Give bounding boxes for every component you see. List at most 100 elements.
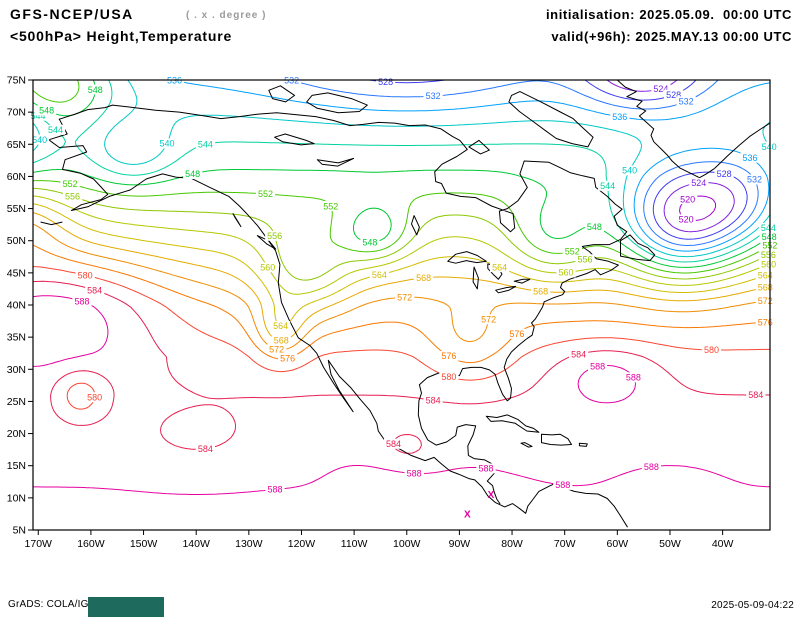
coastline-path <box>616 79 771 179</box>
contour-label: 584 <box>198 444 213 454</box>
y-axis-tick-label: 35N <box>7 332 26 344</box>
contour-label-mask <box>676 214 696 225</box>
contour-label: 584 <box>87 285 102 295</box>
coastline-path <box>58 104 628 505</box>
contour-label: 552 <box>63 179 78 189</box>
contour-label-mask <box>569 349 589 360</box>
contour-label-mask <box>85 285 105 296</box>
contour-label-mask <box>267 344 287 355</box>
contour-label: 548 <box>185 169 200 179</box>
contour-label-mask <box>72 296 92 307</box>
extremum-mark: X <box>464 509 471 520</box>
x-axis-tick-label: 150W <box>130 538 158 550</box>
contour-line-560 <box>32 195 771 295</box>
contour-label: 588 <box>626 373 641 383</box>
contour-label-mask <box>755 282 775 293</box>
extremum-marks: XX <box>464 490 495 520</box>
x-axis-tick-label: 110W <box>341 538 368 550</box>
contour-label: 544 <box>600 181 615 191</box>
contour-label: 540 <box>762 142 777 152</box>
contour-label-mask <box>278 353 298 364</box>
contour-label: 580 <box>78 270 93 280</box>
y-axis-tick-label: 65N <box>7 139 26 151</box>
grads-credit: GrADS: COLA/IGES <box>8 599 103 610</box>
contour-label-mask <box>575 254 595 265</box>
axes: 170W 160W 150W 140W 130W 120W 110W 100W 90W 80W 70… <box>7 75 734 551</box>
contour-label-mask <box>531 286 551 297</box>
contour-label-mask <box>664 89 684 100</box>
y-axis-tick-label: 75N <box>7 75 26 87</box>
contour-label: 548 <box>88 85 103 95</box>
y-axis-tick-label: 30N <box>7 364 26 376</box>
contour-label: 580 <box>704 345 719 355</box>
contour-label-mask <box>759 141 779 152</box>
x-axis-tick-label: 120W <box>288 538 316 550</box>
contour-label: 560 <box>260 263 275 273</box>
contour-label-mask <box>439 371 459 382</box>
y-axis-tick-label: 15N <box>7 460 26 472</box>
contour-label-mask <box>562 246 582 257</box>
contour-label: 588 <box>407 469 422 479</box>
coastline-path <box>541 433 572 446</box>
contour-label: 528 <box>378 77 393 87</box>
contour-label: 548 <box>587 222 602 232</box>
contour-labels: 5205205245245285285285325325325325365365… <box>28 75 780 495</box>
contour-label: 552 <box>323 201 338 211</box>
contour-label: 588 <box>478 464 493 474</box>
contour-lines <box>32 79 771 495</box>
contour-line-532 <box>290 79 759 246</box>
contour-label-mask <box>85 392 105 403</box>
contour-label: 584 <box>571 349 586 359</box>
contour-label-mask <box>195 443 215 454</box>
contour-label-mask <box>479 314 499 325</box>
contour-label-mask <box>255 188 276 199</box>
coastline-path <box>508 91 594 148</box>
plot-timestamp: 2025-05-09-04:22 <box>711 600 794 611</box>
contour-line-548 <box>32 79 771 268</box>
contour-label: 540 <box>32 135 47 145</box>
field-title: <500hPa> Height,Temperature <box>10 28 233 44</box>
contour-label: 588 <box>644 462 659 472</box>
contour-label-mask <box>676 96 696 107</box>
coastline-path <box>578 442 588 447</box>
coastline-path <box>472 266 479 290</box>
x-axis-tick-label: 100W <box>393 538 421 550</box>
coastline-path <box>48 118 628 528</box>
contour-label-mask <box>60 179 80 189</box>
contour-label-mask <box>620 165 640 176</box>
contour-label: 544 <box>48 125 63 135</box>
contour-label-mask <box>423 91 443 101</box>
y-axis-tick-label: 50N <box>7 235 26 247</box>
coastline-path <box>316 157 355 167</box>
map-background <box>33 80 770 530</box>
x-axis-tick-label: 60W <box>607 538 629 550</box>
contour-label: 576 <box>280 353 295 363</box>
contour-label: 556 <box>65 192 80 202</box>
y-axis-tick-label: 45N <box>7 267 26 279</box>
contour-label: 540 <box>622 166 637 176</box>
contour-label: 588 <box>74 297 89 307</box>
contour-label-mask <box>258 262 278 273</box>
contour-label-mask <box>360 237 380 248</box>
contour-label: 568 <box>533 287 548 297</box>
y-axis-tick-label: 20N <box>7 428 26 440</box>
contour-label-mask <box>746 390 766 400</box>
contour-label: 564 <box>758 271 773 281</box>
contour-label-mask <box>383 438 404 449</box>
contour-label: 556 <box>267 231 282 241</box>
contour-label-mask <box>701 345 722 355</box>
contour-label-mask <box>195 139 215 150</box>
contour-label: 584 <box>748 390 763 400</box>
contour-label: 548 <box>762 232 777 242</box>
x-axis-tick-label: 50W <box>659 538 681 550</box>
contour-label: 560 <box>558 268 573 278</box>
contour-label: 560 <box>761 259 776 269</box>
y-axis-tick-label: 40N <box>7 300 26 312</box>
contour-label-mask <box>271 320 291 331</box>
contour-label-mask <box>45 124 66 135</box>
contour-label-mask <box>37 105 57 116</box>
contour-label: 564 <box>492 262 507 272</box>
coastline-path <box>232 213 242 228</box>
contour-label-mask <box>62 191 83 202</box>
coastline-path <box>468 139 490 155</box>
